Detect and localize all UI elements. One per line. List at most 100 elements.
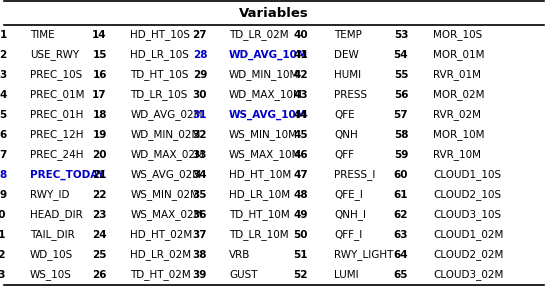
Text: 62: 62 (394, 210, 408, 220)
Text: 4: 4 (0, 90, 7, 100)
Text: 43: 43 (293, 90, 308, 100)
Text: 63: 63 (394, 230, 408, 240)
Text: WD_MIN_02M: WD_MIN_02M (130, 129, 201, 140)
Text: 18: 18 (93, 110, 107, 120)
Text: PRESS_I: PRESS_I (334, 169, 376, 180)
Text: 34: 34 (192, 170, 207, 180)
Text: 23: 23 (93, 210, 107, 220)
Text: 21: 21 (93, 170, 107, 180)
Text: QFE_I: QFE_I (334, 189, 363, 200)
Text: USE_RWY: USE_RWY (30, 49, 79, 60)
Text: 53: 53 (394, 30, 408, 40)
Text: 33: 33 (193, 150, 207, 160)
Text: RWY_ID: RWY_ID (30, 189, 70, 200)
Text: WS_MAX_02M: WS_MAX_02M (130, 209, 203, 220)
Text: PREC_24H: PREC_24H (30, 149, 84, 160)
Text: WS_AVG_10M: WS_AVG_10M (229, 110, 307, 120)
Text: PREC_01M: PREC_01M (30, 89, 84, 100)
Text: WD_10S: WD_10S (30, 249, 73, 260)
Text: TAIL_DIR: TAIL_DIR (30, 229, 75, 240)
Text: HD_LR_10S: HD_LR_10S (130, 49, 189, 60)
Text: TD_HT_02M: TD_HT_02M (130, 269, 191, 280)
Text: MOR_02M: MOR_02M (433, 89, 484, 100)
Text: 13: 13 (0, 270, 7, 280)
Text: PREC_TODAY: PREC_TODAY (30, 170, 105, 180)
Text: PREC_01H: PREC_01H (30, 109, 83, 120)
Text: QFE: QFE (334, 110, 355, 120)
Text: TD_HT_10S: TD_HT_10S (130, 69, 189, 80)
Text: TD_LR_10M: TD_LR_10M (229, 229, 289, 240)
Text: 12: 12 (0, 250, 7, 260)
Text: QFF: QFF (334, 150, 354, 160)
Text: 26: 26 (93, 270, 107, 280)
Text: CLOUD3_10S: CLOUD3_10S (433, 209, 501, 220)
Text: 46: 46 (293, 150, 308, 160)
Text: 7: 7 (0, 150, 7, 160)
Text: TIME: TIME (30, 30, 55, 40)
Text: LUMI: LUMI (334, 270, 359, 280)
Text: 19: 19 (93, 130, 107, 140)
Text: 39: 39 (193, 270, 207, 280)
Text: RVR_02M: RVR_02M (433, 109, 481, 120)
Text: 27: 27 (192, 30, 207, 40)
Text: WD_MAX_02M: WD_MAX_02M (130, 149, 204, 160)
Text: Variables: Variables (239, 7, 309, 19)
Text: 32: 32 (193, 130, 207, 140)
Text: RVR_10M: RVR_10M (433, 149, 481, 160)
Text: 60: 60 (394, 170, 408, 180)
Text: 52: 52 (294, 270, 308, 280)
Text: 24: 24 (92, 230, 107, 240)
Text: HD_LR_10M: HD_LR_10M (229, 189, 290, 200)
Text: 30: 30 (193, 90, 207, 100)
Text: PRESS: PRESS (334, 90, 367, 100)
Text: WD_AVG_02M: WD_AVG_02M (130, 109, 203, 120)
Text: 10: 10 (0, 210, 7, 220)
Text: CLOUD1_02M: CLOUD1_02M (433, 229, 503, 240)
Text: 31: 31 (193, 110, 207, 120)
Text: TD_LR_02M: TD_LR_02M (229, 29, 289, 40)
Text: 41: 41 (293, 50, 308, 60)
Text: CLOUD2_02M: CLOUD2_02M (433, 249, 503, 260)
Text: 29: 29 (193, 70, 207, 80)
Text: 56: 56 (394, 90, 408, 100)
Text: 61: 61 (394, 190, 408, 200)
Text: 22: 22 (93, 190, 107, 200)
Text: PREC_12H: PREC_12H (30, 129, 84, 140)
Text: 16: 16 (93, 70, 107, 80)
Text: CLOUD1_10S: CLOUD1_10S (433, 169, 501, 180)
Text: 59: 59 (394, 150, 408, 160)
Text: 36: 36 (193, 210, 207, 220)
Text: 9: 9 (0, 190, 7, 200)
Text: 40: 40 (293, 30, 308, 40)
Text: 25: 25 (93, 250, 107, 260)
Text: VRB: VRB (229, 250, 250, 260)
Text: WD_MAX_10M: WD_MAX_10M (229, 89, 303, 100)
Text: 35: 35 (193, 190, 207, 200)
Text: PREC_10S: PREC_10S (30, 69, 82, 80)
Text: HD_LR_02M: HD_LR_02M (130, 249, 192, 260)
Text: GUST: GUST (229, 270, 258, 280)
Text: MOR_10S: MOR_10S (433, 29, 482, 40)
Text: 3: 3 (0, 70, 7, 80)
Text: 37: 37 (192, 230, 207, 240)
Text: 44: 44 (293, 110, 308, 120)
Text: 14: 14 (92, 30, 107, 40)
Text: WD_AVG_10M: WD_AVG_10M (229, 50, 309, 60)
Text: RVR_01M: RVR_01M (433, 69, 481, 80)
Text: 6: 6 (0, 130, 7, 140)
Text: 45: 45 (293, 130, 308, 140)
Text: 58: 58 (394, 130, 408, 140)
Text: QNH_I: QNH_I (334, 209, 366, 220)
Text: 48: 48 (293, 190, 308, 200)
Text: CLOUD2_10S: CLOUD2_10S (433, 189, 501, 200)
Text: DEW: DEW (334, 50, 359, 60)
Text: 51: 51 (294, 250, 308, 260)
Text: 55: 55 (394, 70, 408, 80)
Text: 47: 47 (293, 170, 308, 180)
Text: 8: 8 (0, 170, 7, 180)
Text: TD_HT_10M: TD_HT_10M (229, 209, 290, 220)
Text: WS_10S: WS_10S (30, 269, 72, 280)
Text: 50: 50 (294, 230, 308, 240)
Text: 65: 65 (394, 270, 408, 280)
Text: 49: 49 (294, 210, 308, 220)
